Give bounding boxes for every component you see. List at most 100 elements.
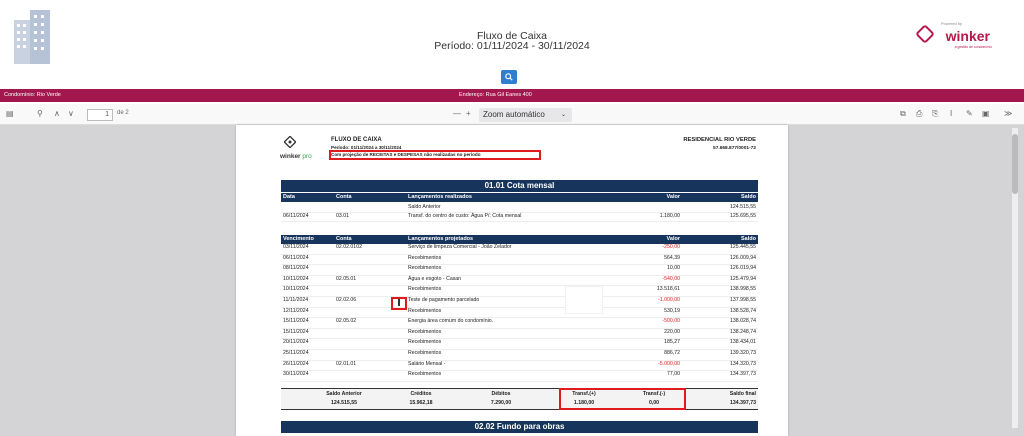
row-value: -250,00 xyxy=(662,244,680,250)
row-date: 15/11/2024 xyxy=(283,318,309,325)
col-header-lancamentos-projetados: Lançamentos projetados xyxy=(408,236,474,242)
cursor-highlight-box xyxy=(391,297,407,310)
row-description: Saldo Anterior xyxy=(408,204,441,210)
report-logo-text: winker pro xyxy=(280,153,312,160)
search-button[interactable] xyxy=(501,70,517,84)
transfers-highlight xyxy=(559,388,686,410)
row-date: 06/11/2024 xyxy=(283,213,309,219)
row-value: 530,19 xyxy=(664,307,680,314)
next-page-icon[interactable]: ∨ xyxy=(68,109,74,118)
total-label: Saldo Anterior xyxy=(326,391,362,397)
report-title: FLUXO DE CAIXA xyxy=(331,137,382,143)
row-description: Recebimentos xyxy=(408,328,442,335)
previous-page-icon[interactable]: ∧ xyxy=(54,109,60,118)
row-date: 15/11/2024 xyxy=(283,328,309,335)
zoom-out-icon[interactable]: — xyxy=(453,109,461,118)
col-header-valor: Valor xyxy=(666,194,680,200)
projected-table-header: Vencimento Conta Lançamentos projetados … xyxy=(281,235,758,244)
row-date: 08/11/2024 xyxy=(283,265,309,272)
brand-name: winker xyxy=(945,28,990,44)
tools-menu-icon[interactable]: ≫ xyxy=(1004,109,1013,118)
row-description: Recebimentos xyxy=(408,350,442,356)
page-period: Período: 01/11/2024 - 30/11/2024 xyxy=(434,40,590,52)
total-value: 7.290,00 xyxy=(490,400,512,406)
row-balance: 126.019,94 xyxy=(730,265,756,272)
find-icon[interactable]: ⚲ xyxy=(37,109,43,118)
total-label: Transf.(-) xyxy=(642,391,666,397)
row-balance: 125.479,94 xyxy=(730,275,756,282)
viewer-scrollbar-thumb[interactable] xyxy=(1012,134,1018,194)
table-row xyxy=(281,212,758,213)
presentation-icon[interactable]: ⧉ xyxy=(900,109,906,118)
table-row xyxy=(281,285,758,287)
table-row xyxy=(281,221,758,222)
row-account: 02.02.06 xyxy=(336,297,357,303)
row-description: Recebimentos xyxy=(408,265,442,272)
total-value: 124.515,55 xyxy=(331,400,357,406)
page-number-input[interactable]: 1 xyxy=(87,109,113,121)
page-total-label: de 2 xyxy=(117,110,129,116)
row-account: 02.01.01 xyxy=(336,360,357,367)
row-description: Teste de pagamento parcelado xyxy=(408,297,480,303)
row-date: 11/11/2024 xyxy=(283,297,309,303)
col-header-lancamentos: Lançamentos realizados xyxy=(408,194,472,200)
table-row xyxy=(281,317,758,319)
table-row xyxy=(281,253,758,255)
row-date: 25/11/2024 xyxy=(283,350,309,356)
overlay-blank-box xyxy=(565,286,603,314)
row-description: Salário Mensal - xyxy=(408,360,446,367)
row-description: Água e esgoto - Casan xyxy=(408,275,462,282)
row-balance: 134.320,73 xyxy=(730,360,756,367)
col-header-data: Data xyxy=(283,194,295,200)
row-description: Recebimentos xyxy=(408,254,442,261)
row-value: 564,39 xyxy=(664,254,680,261)
search-icon xyxy=(505,73,513,81)
row-balance: 124.515,55 xyxy=(730,204,756,210)
sidebar-toggle-icon[interactable]: ▤ xyxy=(6,109,14,118)
projection-note-highlight xyxy=(329,150,541,160)
col-header-conta: Conta xyxy=(336,236,352,242)
table-row xyxy=(281,349,758,350)
row-balance: 125.695,55 xyxy=(730,213,756,219)
table-row xyxy=(281,264,758,266)
row-date: 10/11/2024 xyxy=(283,275,309,282)
pdf-page: winker pro FLUXO DE CAIXA Período: 01/11… xyxy=(236,125,788,436)
total-label: Créditos xyxy=(410,391,432,397)
zoom-select[interactable]: Zoom automático ⌄ xyxy=(479,108,572,122)
report-period: Período: 01/11/2024 a 30/11/2024 xyxy=(331,145,402,150)
pdf-toolbar: ▤ ⚲ ∧ ∨ 1 de 2 — + Zoom automático ⌄ ⧉ ⎙… xyxy=(0,104,1024,125)
row-balance: 126.009,94 xyxy=(730,254,756,261)
print-icon[interactable]: ⎙ xyxy=(916,109,923,118)
zoom-select-value: Zoom automático xyxy=(483,110,545,119)
row-value: 886,72 xyxy=(664,350,680,356)
save-icon[interactable]: ⎘ xyxy=(932,109,939,118)
total-value: 1.180,00 xyxy=(573,400,595,406)
table-row xyxy=(281,380,758,382)
row-description: Energia área comum do condomínio. xyxy=(408,318,494,325)
row-date: 10/11/2024 xyxy=(283,286,309,293)
row-balance: 138.028,74 xyxy=(730,318,756,325)
text-cursor-icon[interactable]: I xyxy=(950,109,953,118)
image-icon[interactable]: ▣ xyxy=(982,109,990,118)
total-label: Saldo final xyxy=(729,391,756,397)
section-title-cota-mensal: 01.01 Cota mensal xyxy=(281,180,758,192)
zoom-in-icon[interactable]: + xyxy=(466,109,471,118)
brand-subtitle: a gestão de condomínio xyxy=(954,45,992,49)
company-cnpj: 57.668.877/0001-72 xyxy=(713,146,756,151)
table-row xyxy=(281,296,758,297)
row-account: 02.05.02 xyxy=(336,318,357,325)
draw-icon[interactable]: ✎ xyxy=(966,109,973,118)
chevron-down-icon: ⌄ xyxy=(560,112,566,118)
row-balance: 138.998,55 xyxy=(730,286,756,293)
row-balance: 139.320,73 xyxy=(730,350,756,356)
row-date: 30/11/2024 xyxy=(283,371,309,378)
row-date: 03/11/2024 xyxy=(283,244,309,250)
viewer-scrollbar[interactable] xyxy=(1012,128,1018,428)
row-value: -540,00 xyxy=(662,275,680,282)
projection-note: Com projeção de RECEITAS e DESPESAS não … xyxy=(331,152,481,157)
brand-powered-label: Powered by xyxy=(940,21,962,26)
row-balance: 134.397,73 xyxy=(730,371,756,378)
condominium-label: Condomínio: Rio Verde xyxy=(4,92,61,98)
row-description: Transf. do centro de custo: Água P/: Cot… xyxy=(408,213,522,219)
address-label: Endereço: Rua Gil Eanes 400 xyxy=(459,92,532,98)
